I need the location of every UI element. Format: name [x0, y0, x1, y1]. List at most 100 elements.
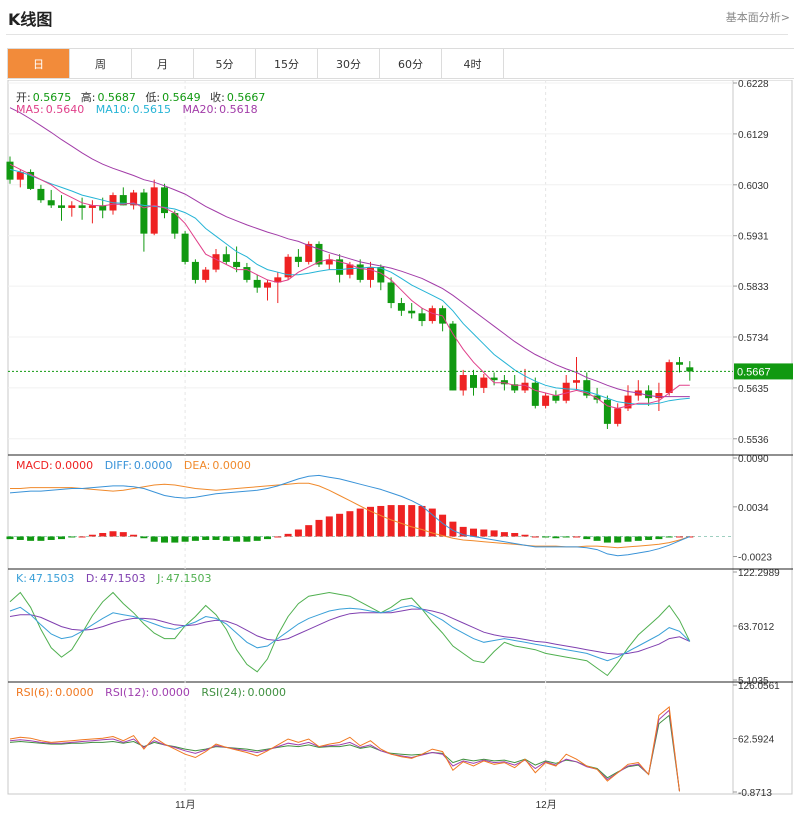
ma5-line — [9, 163, 690, 409]
candle-up — [428, 308, 436, 322]
tab-day[interactable]: 日 — [8, 49, 70, 78]
rsi-tick-label: 126.0561 — [738, 681, 780, 692]
diff-value: 0.0000 — [133, 459, 173, 472]
macd-bar — [490, 530, 498, 537]
candle-down — [294, 256, 302, 262]
tab-4hour[interactable]: 4时 — [442, 49, 504, 78]
macd-bar — [78, 536, 86, 538]
candle-down — [336, 259, 344, 275]
ma10-value: 0.5615 — [132, 103, 171, 116]
low-value: 0.5649 — [162, 91, 201, 104]
price-tick-label: 0.5833 — [738, 282, 769, 293]
header-divider — [6, 34, 788, 35]
macd-bar — [634, 536, 642, 541]
month-label: 11月 — [175, 799, 195, 811]
candle-down — [181, 233, 189, 262]
macd-bar — [150, 536, 158, 542]
rsi6-label: RSI(6): — [16, 686, 54, 699]
macd-bar — [655, 536, 663, 540]
candle-up — [624, 395, 632, 409]
candle-down — [676, 362, 683, 365]
macd-bar — [109, 531, 117, 537]
j-value: 47.1503 — [166, 572, 212, 585]
macd-bar — [212, 536, 220, 540]
tab-5min[interactable]: 5分 — [194, 49, 256, 78]
rsi6-line — [9, 706, 680, 792]
macd-bar — [408, 505, 416, 537]
candle-down — [408, 310, 416, 314]
macd-bar — [500, 532, 508, 537]
kdj-tick-label: 122.2989 — [738, 568, 780, 579]
candle-up — [88, 205, 96, 208]
macd-bar — [16, 536, 24, 540]
candle-up — [150, 187, 158, 234]
macd-bar — [202, 536, 210, 540]
candle-up — [614, 408, 622, 424]
candle-up — [305, 243, 313, 262]
open-value: 0.5675 — [32, 91, 72, 104]
macd-bar — [603, 536, 611, 543]
macd-bar — [191, 536, 199, 541]
macd-bar — [356, 508, 364, 537]
kline-chart[interactable]: 11月 12月 0.6228 0.6129 0.6030 0.5931 0.5833 0.57… — [0, 80, 794, 814]
last-price-label: 0.5667 — [737, 366, 771, 378]
macd-bar — [305, 525, 313, 537]
k-value: 47.1503 — [28, 572, 75, 585]
last-price-tag — [734, 363, 793, 380]
dea-value: 0.0000 — [212, 459, 251, 472]
candle-up — [212, 254, 220, 270]
fundamental-analysis-link[interactable]: 基本面分析> — [725, 11, 790, 24]
candle-down — [397, 303, 405, 311]
candle-down — [603, 399, 611, 424]
j-label: J: — [157, 572, 165, 585]
macd-bar — [459, 526, 467, 537]
diff-label: DIFF: — [104, 459, 132, 472]
open-label: 开: — [16, 91, 31, 104]
ma5-value: 0.5640 — [45, 103, 85, 116]
macd-bar — [470, 528, 477, 537]
ma20-line — [9, 107, 690, 398]
tab-week[interactable]: 周 — [70, 49, 132, 78]
macd-bar — [233, 536, 241, 542]
macd-bar — [68, 536, 76, 538]
tab-60min[interactable]: 60分 — [380, 49, 442, 78]
tab-spacer — [504, 49, 794, 78]
macd-bar — [542, 536, 550, 538]
macd-bar — [480, 529, 488, 537]
candle-up — [367, 267, 374, 280]
macd-bar — [397, 505, 405, 537]
macd-bar — [274, 536, 282, 538]
macd-bar — [294, 529, 302, 537]
tab-15min[interactable]: 15分 — [256, 49, 318, 78]
macd-bar — [439, 514, 447, 537]
candle-down — [191, 261, 199, 280]
price-tick-label: 0.6129 — [738, 130, 769, 141]
candle-up — [665, 362, 673, 394]
rsi12-label: RSI(12): — [105, 686, 150, 699]
rsi12-line — [9, 709, 680, 792]
candle-down — [222, 254, 230, 262]
macd-label: MACD: — [16, 459, 53, 472]
header: K线图 基本面分析> — [0, 0, 794, 34]
k-label: K: — [16, 572, 27, 585]
macd-bar — [665, 536, 673, 538]
tab-30min[interactable]: 30分 — [318, 49, 380, 78]
macd-bar — [449, 521, 457, 537]
macd-bar — [336, 513, 344, 537]
ohlc-legend: 开: 0.5675 高: 0.5687 低: 0.5649 收: 0.5667 — [16, 89, 267, 105]
candle-down — [243, 267, 251, 280]
macd-bar — [387, 505, 395, 537]
candle-down — [356, 264, 364, 280]
macd-bar — [367, 506, 374, 537]
macd-bar — [645, 536, 653, 540]
macd-tick-label: 0.0090 — [738, 454, 769, 465]
close-value: 0.5667 — [226, 91, 266, 104]
macd-bar — [222, 536, 230, 541]
candle-down — [387, 282, 395, 304]
candle-up — [16, 171, 24, 180]
candle-down — [490, 377, 498, 381]
candle-up — [130, 192, 138, 206]
tab-month[interactable]: 月 — [132, 49, 194, 78]
high-value: 0.5687 — [97, 91, 136, 104]
macd-bar — [264, 536, 271, 540]
